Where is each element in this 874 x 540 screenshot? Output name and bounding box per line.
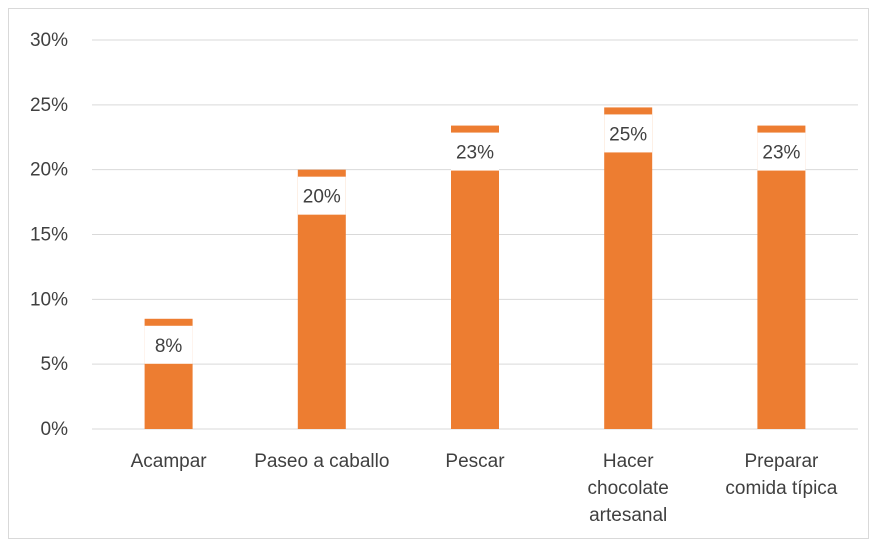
data-label-background bbox=[757, 132, 806, 171]
y-tick-label: 0% bbox=[41, 419, 69, 440]
data-label: 25% bbox=[609, 124, 647, 145]
chart-border bbox=[8, 8, 869, 539]
y-tick-label: 20% bbox=[30, 160, 68, 181]
bar bbox=[757, 125, 806, 429]
x-axis-categories: Acampar Paseo a caballo Pescar Hacer chocola… bbox=[131, 451, 838, 526]
data-label-background bbox=[144, 325, 193, 364]
x-category-label: comida típica bbox=[725, 478, 837, 499]
x-category-label: Paseo a caballo bbox=[254, 451, 389, 472]
bar bbox=[604, 107, 653, 429]
y-tick-label: 30% bbox=[30, 30, 68, 51]
x-category-label: Hacer bbox=[603, 451, 654, 472]
y-tick-label: 5% bbox=[41, 354, 69, 375]
data-label-background bbox=[604, 114, 653, 153]
data-label-background bbox=[451, 132, 499, 171]
x-category-label: Acampar bbox=[131, 451, 208, 472]
y-tick-label: 10% bbox=[30, 289, 68, 310]
x-category-label: Pescar bbox=[445, 451, 505, 472]
data-label: 20% bbox=[303, 187, 341, 208]
data-labels: 8% 20% 23% 25% 23% bbox=[144, 114, 806, 364]
data-label: 8% bbox=[155, 336, 183, 357]
y-tick-label: 25% bbox=[30, 95, 68, 116]
data-label: 23% bbox=[762, 143, 800, 164]
data-label-background bbox=[297, 176, 346, 215]
x-category-label: artesanal bbox=[589, 505, 667, 526]
x-category-label: chocolate bbox=[588, 478, 669, 499]
y-axis-ticks: 0% 5% 10% 15% 20% 25% 30% bbox=[30, 30, 68, 440]
data-label: 23% bbox=[456, 143, 494, 164]
y-tick-label: 15% bbox=[30, 225, 68, 246]
x-category-label: Preparar bbox=[744, 451, 819, 472]
bar bbox=[451, 125, 499, 429]
